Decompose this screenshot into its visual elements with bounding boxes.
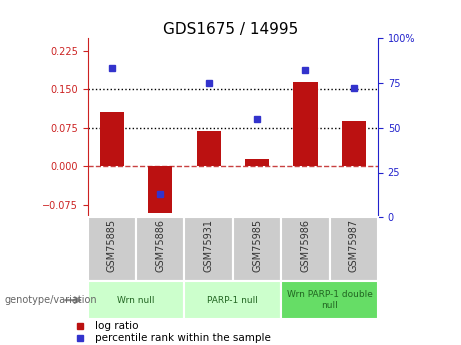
- Text: genotype/variation: genotype/variation: [5, 295, 97, 305]
- Text: log ratio: log ratio: [95, 321, 138, 331]
- Text: GDS1675 / 14995: GDS1675 / 14995: [163, 22, 298, 37]
- Bar: [148, 166, 172, 213]
- Bar: [184, 217, 233, 281]
- Bar: [233, 217, 281, 281]
- Text: GSM75931: GSM75931: [204, 219, 213, 272]
- Bar: [88, 281, 184, 319]
- Bar: [88, 217, 136, 281]
- Text: percentile rank within the sample: percentile rank within the sample: [95, 333, 271, 343]
- Bar: [330, 217, 378, 281]
- Text: Wrn null: Wrn null: [117, 296, 155, 305]
- Text: PARP-1 null: PARP-1 null: [207, 296, 258, 305]
- Bar: [281, 217, 330, 281]
- Text: GSM75886: GSM75886: [155, 219, 165, 272]
- Text: Wrn PARP-1 double
null: Wrn PARP-1 double null: [287, 290, 372, 310]
- Text: GSM75986: GSM75986: [301, 219, 310, 272]
- Bar: [342, 121, 366, 166]
- Text: GSM75885: GSM75885: [107, 219, 117, 272]
- Bar: [196, 131, 221, 166]
- Bar: [245, 159, 269, 166]
- Bar: [293, 81, 318, 166]
- Bar: [136, 217, 184, 281]
- Bar: [184, 281, 281, 319]
- Text: GSM75987: GSM75987: [349, 219, 359, 272]
- Bar: [281, 281, 378, 319]
- Bar: [100, 112, 124, 166]
- Text: GSM75985: GSM75985: [252, 219, 262, 272]
